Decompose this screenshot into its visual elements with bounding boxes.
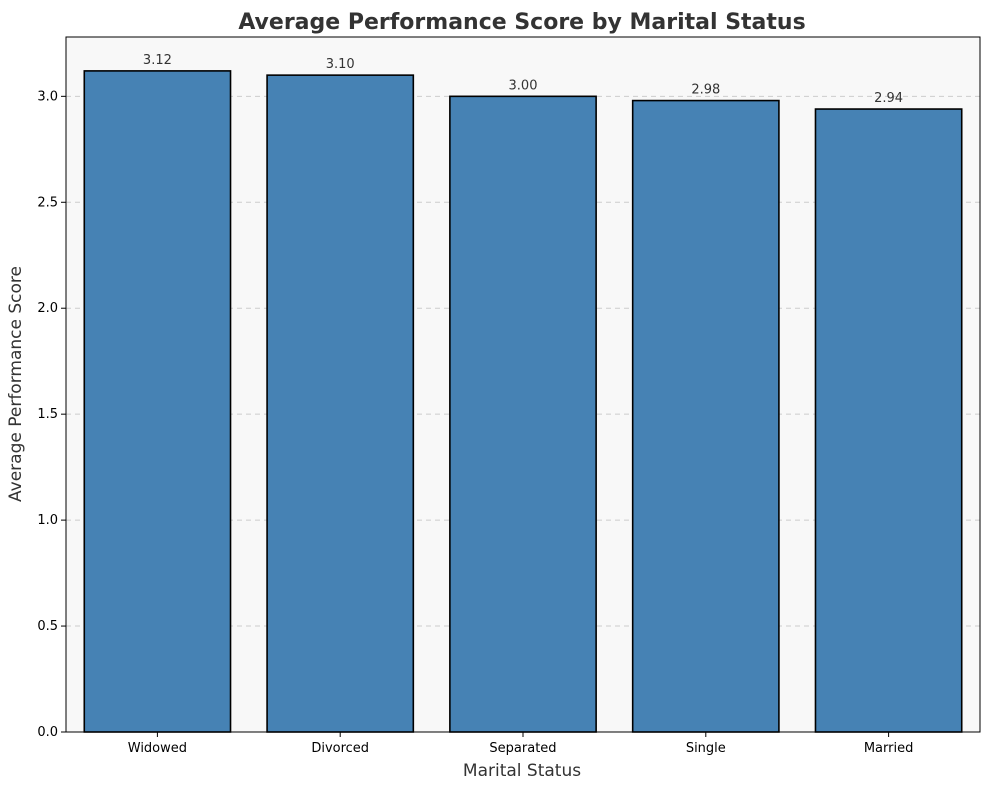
bar-value-label: 2.94 — [874, 91, 903, 106]
x-tick-label: Divorced — [311, 741, 369, 756]
x-tick-label: Single — [686, 741, 726, 756]
y-tick-label: 2.5 — [37, 195, 58, 210]
y-tick-label: 0.0 — [37, 725, 58, 740]
bar-value-label: 2.98 — [691, 83, 720, 98]
y-axis-label: Average Performance Score — [6, 266, 26, 502]
bar-value-labels: 3.12 3.10 3.00 2.98 2.94 — [143, 53, 903, 106]
x-tick-label: Married — [864, 741, 914, 756]
bar-value-label: 3.10 — [326, 57, 355, 72]
x-axis-label: Marital Status — [463, 761, 581, 781]
bars — [83, 70, 963, 733]
chart-title: Average Performance Score by Marital Sta… — [238, 10, 805, 35]
y-tick-label: 1.5 — [37, 407, 58, 422]
x-axis-ticks: Widowed Divorced Separated Single Married — [128, 732, 914, 756]
bar-separated — [449, 95, 597, 733]
bar-widowed — [83, 70, 232, 733]
bar-divorced — [266, 74, 415, 733]
y-tick-label: 0.5 — [37, 619, 58, 634]
y-tick-label: 2.0 — [37, 301, 58, 316]
bar-single — [631, 99, 780, 733]
y-axis-ticks: 0.0 0.5 1.0 1.5 2.0 2.5 3.0 — [37, 89, 66, 740]
bar-married — [814, 108, 963, 733]
bar-value-label: 3.00 — [509, 78, 538, 93]
x-tick-label: Widowed — [128, 741, 187, 756]
y-tick-label: 1.0 — [37, 513, 58, 528]
y-tick-label: 3.0 — [37, 89, 58, 104]
bar-value-label: 3.12 — [143, 53, 172, 68]
x-tick-label: Separated — [489, 741, 556, 756]
